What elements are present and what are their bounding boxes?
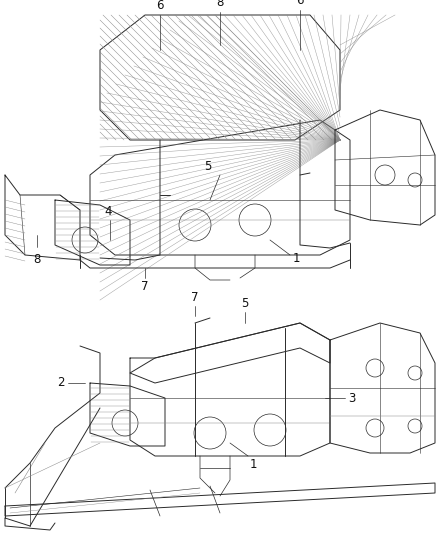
Text: 7: 7 (191, 291, 199, 304)
Text: 1: 1 (250, 458, 258, 471)
Text: 7: 7 (141, 280, 149, 293)
Text: 2: 2 (57, 376, 65, 390)
Text: 1: 1 (293, 252, 300, 264)
Text: 6: 6 (156, 0, 164, 12)
Text: 8: 8 (216, 0, 224, 9)
Text: 4: 4 (104, 205, 112, 218)
Text: 6: 6 (296, 0, 304, 7)
Text: 5: 5 (204, 160, 212, 173)
Text: 5: 5 (241, 297, 249, 310)
Text: 3: 3 (348, 392, 355, 405)
Text: 8: 8 (33, 253, 41, 266)
